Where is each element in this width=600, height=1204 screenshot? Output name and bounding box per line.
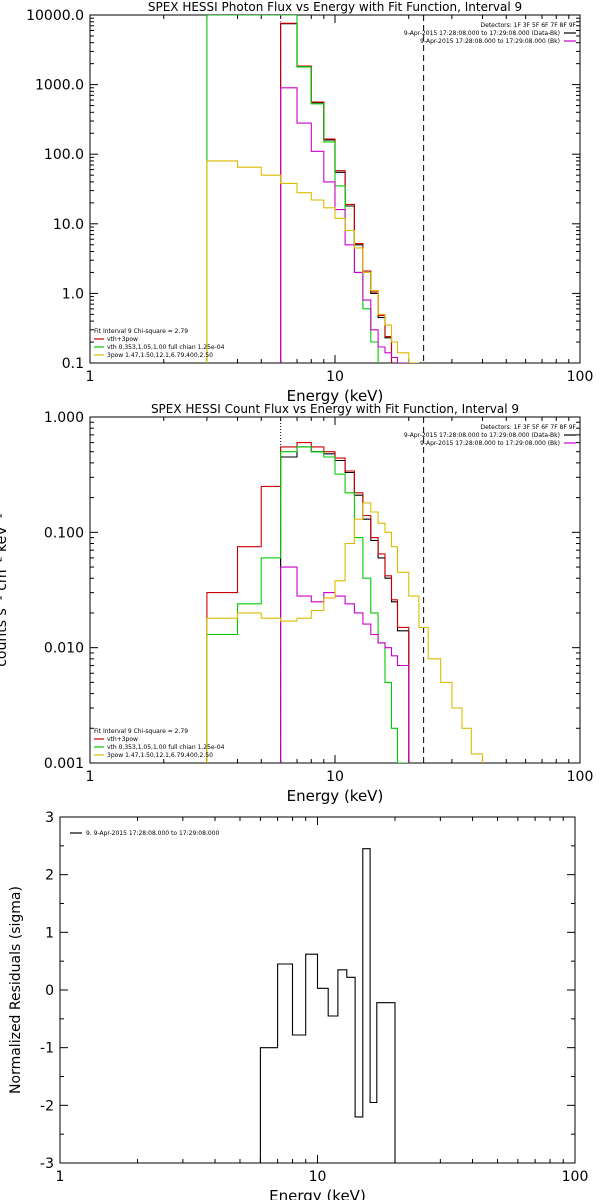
- y-tick-label: 100.0: [44, 147, 84, 163]
- chart-panel-2: SPEX HESSI Count Flux vs Energy with Fit…: [0, 402, 593, 805]
- y-tick-label: -3: [40, 1156, 54, 1172]
- y-tick-label: 10.0: [53, 217, 84, 233]
- x-axis: 1 10 100: [56, 817, 589, 1185]
- fit-summary: Fit Interval 9 Chi-square = 2.79: [94, 728, 188, 735]
- series-line-1: [280, 22, 393, 363]
- plot-frame: [59, 816, 576, 1164]
- y-tick-label: -1: [40, 1041, 54, 1057]
- interval-label: 9-Apr-2015 17:28:08.000 to 17:29:08.000 …: [404, 30, 560, 37]
- detectors-label: Detectors: 1F 3F 5F 6F 7F 8F 9F: [480, 22, 576, 29]
- x-axis-label: Energy (keV): [287, 387, 384, 405]
- y-tick-label: 0.010: [44, 641, 84, 657]
- y-tick-label: 1.000: [44, 410, 84, 426]
- fit-legend-label: vth+3pow: [107, 736, 138, 743]
- fit-summary: Fit Interval 9 Chi-square = 2.79: [94, 328, 188, 335]
- x-tick-label: 100: [567, 769, 594, 785]
- detectors-label: Detectors: 1F 3F 5F 6F 7F 8F 9F: [480, 424, 576, 431]
- data-layer: [259, 848, 406, 1163]
- series-line-0: [280, 446, 410, 763]
- x-tick-label: 1: [86, 769, 95, 785]
- x-axis-label: Energy (keV): [287, 787, 384, 805]
- series-line-4: [206, 160, 419, 363]
- y-axis: 0.001 0.010 0.100 1.000: [44, 410, 580, 772]
- fit-legend-label: 3pow 1.47,1.50,12.1,6.79,400,2.50: [107, 752, 213, 759]
- x-tick-label: 1: [56, 1169, 65, 1185]
- series-line-0: [280, 23, 393, 363]
- fit-legend-label: vth+3pow: [107, 336, 138, 343]
- data-layer: [206, 417, 484, 763]
- y-tick-label: 0.1: [62, 356, 84, 372]
- y-tick-label: 2: [45, 868, 54, 884]
- series-line-0: [259, 848, 406, 1163]
- series-line-4: [206, 502, 484, 763]
- interval-label: 9-Apr-2015 17:28:08.000 to 17:29:08.000 …: [420, 440, 560, 447]
- series-line-3: [280, 87, 409, 363]
- y-tick-label: 0: [45, 983, 54, 999]
- x-tick-label: 10: [309, 1169, 327, 1185]
- y-axis: 0.1 1.0 10.0 100.0 1000.0 10000.0: [26, 8, 580, 372]
- y-tick-label: 1: [45, 925, 54, 941]
- x-tick-label: 100: [567, 369, 594, 385]
- y-tick-label: 1000.0: [35, 78, 84, 94]
- y-tick-label: 0.001: [44, 756, 84, 772]
- y-tick-label: 0.100: [44, 525, 84, 541]
- chart-panel-3: 1 10 100 Energy (keV) -3 -2 -1 0 1 2 3 Normalized R…: [8, 810, 589, 1204]
- series-line-3: [280, 566, 410, 763]
- y-axis-label: Normalized Residuals (sigma): [8, 886, 24, 1094]
- interval-label: 9-Apr-2015 17:28:08.000 to 17:29:08.000 …: [420, 38, 560, 45]
- x-axis-label: Energy (keV): [269, 1187, 366, 1200]
- interval-label: 9-Apr-2015 17:28:08.000 to 17:29:08.000 …: [404, 432, 560, 439]
- series-line-2: [206, 446, 409, 763]
- x-axis: 1 10 100: [86, 417, 594, 785]
- x-tick-label: 1: [86, 369, 95, 385]
- series-line-1: [206, 442, 410, 763]
- x-tick-label: 100: [562, 1169, 589, 1185]
- x-tick-label: 10: [326, 769, 344, 785]
- chart-title: SPEX HESSI Photon Flux vs Energy with Fi…: [148, 0, 522, 14]
- chart-title: SPEX HESSI Count Flux vs Energy with Fit…: [151, 402, 519, 416]
- y-tick-label: 10000.0: [26, 8, 84, 24]
- fit-legend-label: vth 0.353,1.05,1.00 full chian 1.25e-04: [107, 344, 225, 351]
- legend-label: 9. 9-Apr-2015 17:28:08.000 to 17:29:08.0…: [86, 830, 219, 837]
- y-axis: -3 -2 -1 0 1 2 3: [40, 810, 575, 1172]
- y-tick-label: -2: [40, 1098, 54, 1114]
- y-axis-label: counts s⁻¹ cm⁻² keV⁻¹: [0, 513, 10, 667]
- data-layer: [206, 15, 425, 363]
- fit-legend-label: 3pow 1.47,1.50,12.1,6.79,400,2.50: [107, 352, 213, 359]
- fit-legend-label: vth 0.353,1.05,1.00 full chian 1.25e-04: [107, 744, 225, 751]
- chart-panel-1: SPEX HESSI Photon Flux vs Energy with Fi…: [26, 0, 593, 405]
- y-tick-label: 3: [45, 810, 54, 826]
- x-tick-label: 10: [326, 369, 344, 385]
- y-tick-label: 1.0: [62, 286, 84, 302]
- series-line-2: [206, 15, 379, 363]
